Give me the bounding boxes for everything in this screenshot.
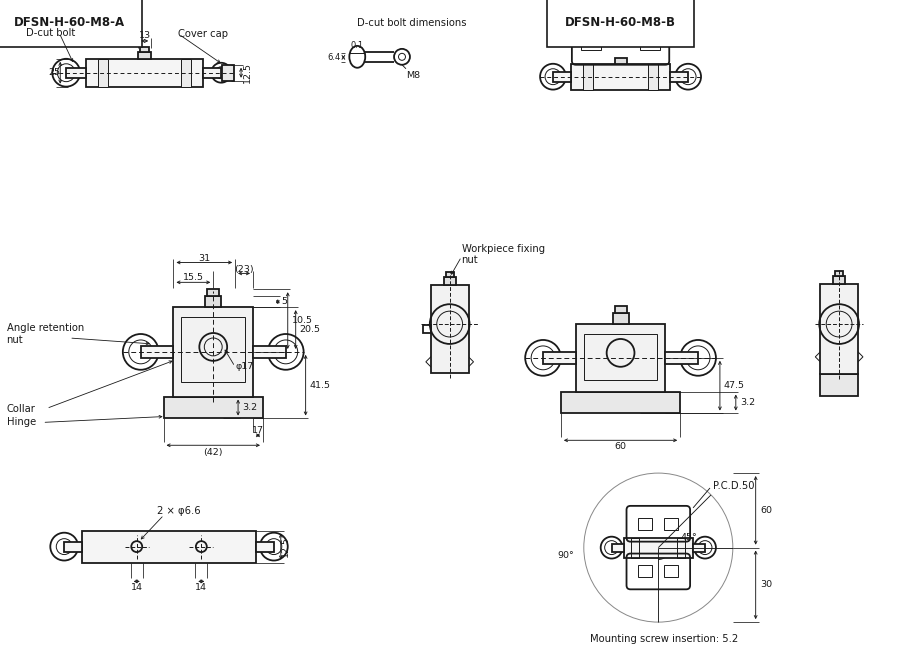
- Bar: [613, 313, 629, 324]
- Bar: [583, 64, 593, 90]
- Bar: [834, 276, 845, 284]
- Text: Hinge: Hinge: [6, 417, 36, 427]
- Bar: [553, 72, 571, 82]
- Text: 3.2: 3.2: [740, 398, 754, 407]
- Bar: [82, 531, 256, 563]
- Bar: [98, 59, 108, 86]
- Bar: [203, 68, 221, 78]
- Text: 2 × φ6.6: 2 × φ6.6: [157, 506, 200, 516]
- Text: 60: 60: [615, 442, 627, 451]
- Text: 12.5: 12.5: [281, 536, 290, 557]
- Bar: [66, 68, 86, 78]
- Bar: [205, 296, 221, 307]
- Bar: [164, 397, 263, 418]
- Bar: [208, 289, 220, 296]
- Bar: [138, 52, 151, 59]
- Text: 25: 25: [49, 68, 61, 77]
- Bar: [631, 538, 640, 557]
- Bar: [835, 272, 843, 276]
- Text: D-cut bolt: D-cut bolt: [27, 28, 75, 38]
- Bar: [446, 272, 454, 278]
- Bar: [64, 542, 82, 551]
- Text: 15.5: 15.5: [183, 273, 204, 282]
- Text: Workpiece fixing
nut: Workpiece fixing nut: [461, 244, 545, 266]
- Bar: [444, 278, 456, 285]
- Text: 60: 60: [761, 506, 773, 515]
- Bar: [543, 352, 576, 364]
- Bar: [623, 538, 693, 557]
- Bar: [576, 324, 665, 391]
- Bar: [571, 64, 670, 90]
- Bar: [665, 352, 698, 364]
- Text: 10.5: 10.5: [291, 316, 312, 325]
- Text: 5: 5: [282, 297, 288, 306]
- Text: Angle retention
nut: Angle retention nut: [6, 323, 84, 345]
- Text: 6.4: 6.4: [327, 54, 340, 62]
- Bar: [639, 518, 652, 530]
- Text: 0.1: 0.1: [351, 41, 364, 50]
- Bar: [821, 374, 858, 395]
- Bar: [561, 391, 680, 413]
- Text: 20.5: 20.5: [300, 325, 321, 334]
- Bar: [86, 59, 203, 86]
- Text: 31: 31: [199, 254, 210, 263]
- Text: 90°: 90°: [557, 551, 573, 560]
- Text: 17: 17: [252, 426, 264, 435]
- Text: D-cut bolt dimensions: D-cut bolt dimensions: [357, 18, 467, 28]
- Bar: [141, 346, 174, 358]
- Text: Collar: Collar: [6, 403, 36, 413]
- Text: M8: M8: [406, 71, 420, 80]
- Bar: [174, 307, 253, 397]
- Bar: [615, 58, 627, 64]
- Text: (23): (23): [234, 265, 254, 274]
- Bar: [253, 346, 286, 358]
- Bar: [821, 284, 858, 374]
- Bar: [641, 36, 660, 50]
- Bar: [181, 59, 191, 86]
- Bar: [664, 565, 678, 577]
- Bar: [693, 544, 705, 551]
- Text: 47.5: 47.5: [724, 381, 745, 390]
- Bar: [649, 64, 658, 90]
- Bar: [639, 565, 652, 577]
- Bar: [670, 72, 688, 82]
- Text: DFSN-H-60-M8-A: DFSN-H-60-M8-A: [14, 16, 125, 29]
- Text: DFSN-H-60-M8-B: DFSN-H-60-M8-B: [565, 16, 676, 29]
- Text: 30: 30: [761, 580, 773, 589]
- Bar: [141, 47, 149, 52]
- Bar: [431, 285, 469, 373]
- Text: P.C.D.50: P.C.D.50: [713, 481, 754, 491]
- Text: 45°: 45°: [680, 533, 697, 542]
- Bar: [612, 544, 623, 551]
- Text: (42): (42): [203, 448, 223, 457]
- Text: 41.5: 41.5: [310, 381, 331, 389]
- Text: 12.5: 12.5: [243, 62, 252, 83]
- Bar: [584, 334, 657, 380]
- Bar: [664, 518, 678, 530]
- Bar: [615, 306, 627, 313]
- Bar: [581, 36, 601, 50]
- Bar: [181, 317, 245, 382]
- Text: 14: 14: [196, 583, 208, 592]
- Text: φ17: φ17: [235, 363, 254, 371]
- Text: Mounting screw insertion: 5.2: Mounting screw insertion: 5.2: [590, 634, 738, 644]
- Text: 13: 13: [139, 31, 151, 40]
- Text: Cover cap: Cover cap: [178, 29, 229, 39]
- Bar: [677, 538, 686, 557]
- Bar: [222, 65, 234, 81]
- Text: 14: 14: [130, 583, 142, 592]
- Bar: [256, 542, 274, 551]
- Text: 3.2: 3.2: [242, 403, 257, 412]
- Bar: [423, 325, 431, 333]
